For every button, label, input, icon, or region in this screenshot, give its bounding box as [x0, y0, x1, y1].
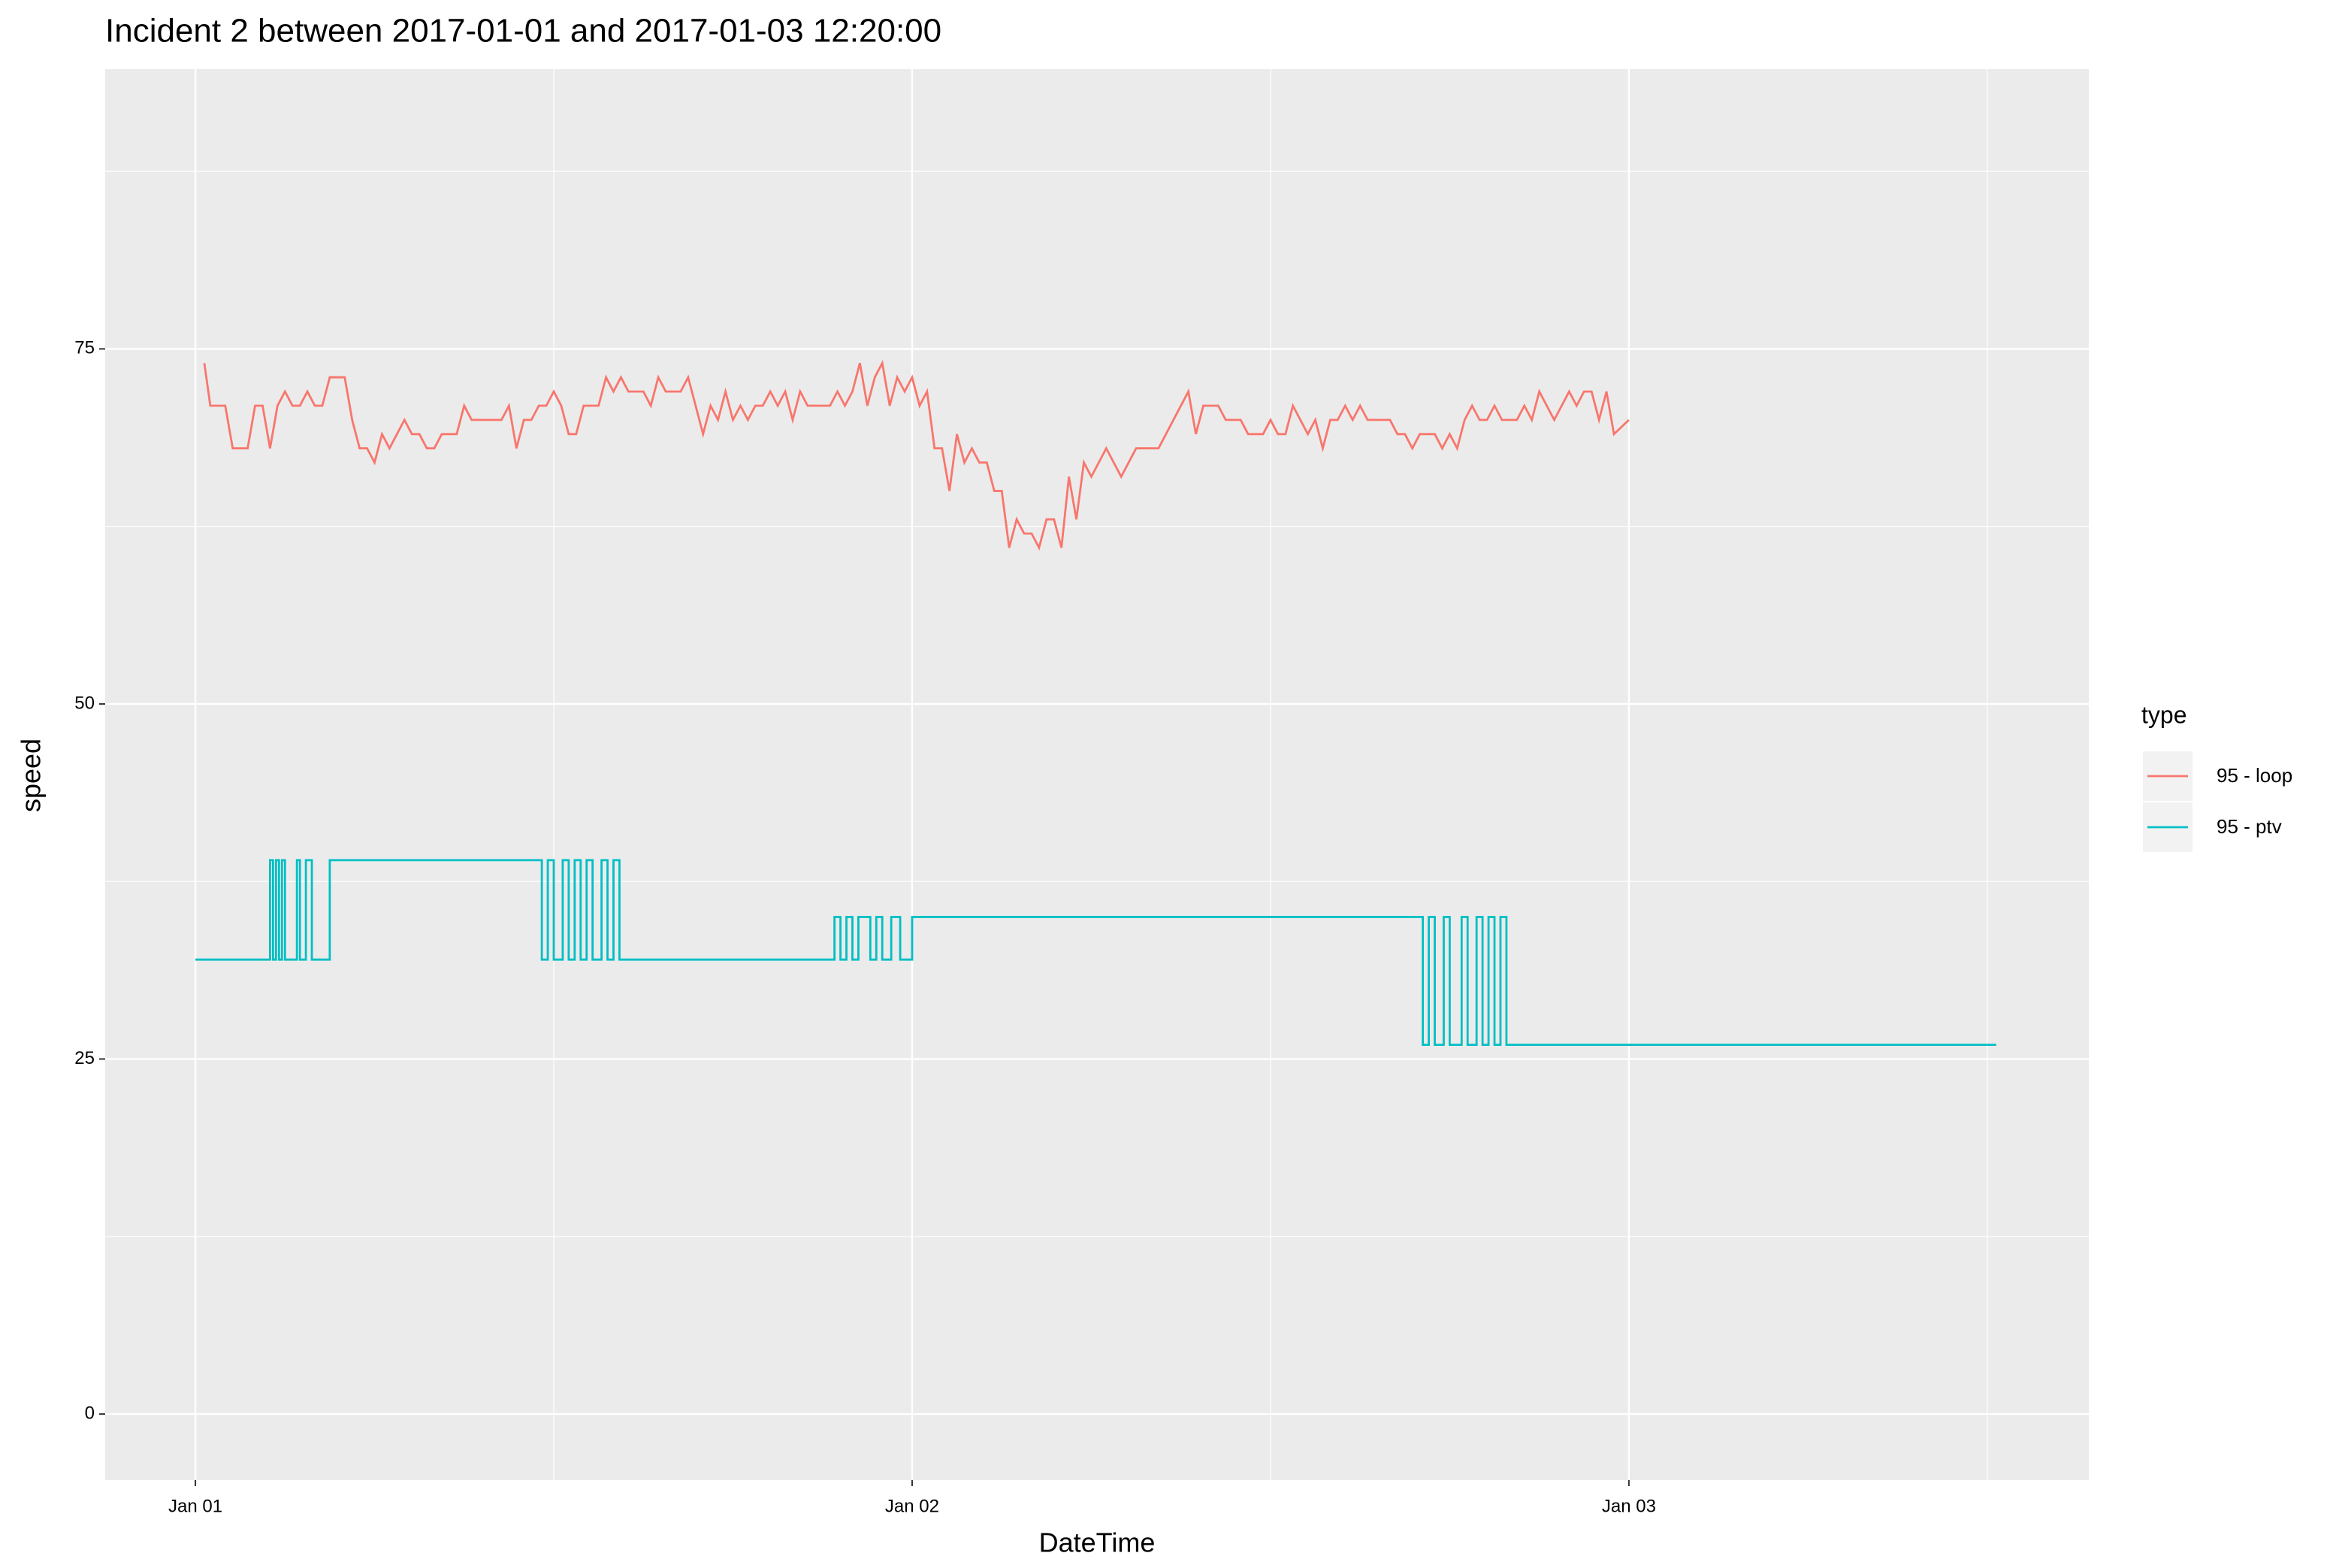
- y-axis-title: speed: [16, 739, 47, 812]
- y-tick-label: 75: [74, 338, 95, 358]
- plot-panel: [105, 69, 2089, 1480]
- x-axis-title: DateTime: [1039, 1527, 1156, 1558]
- y-tick-label: 25: [74, 1048, 95, 1068]
- x-tick-label: Jan 02: [885, 1496, 939, 1516]
- y-tick-label: 50: [74, 693, 95, 713]
- series-line: [203, 360, 1630, 551]
- legend-title: type: [2141, 701, 2186, 728]
- x-tick-label: Jan 01: [168, 1496, 222, 1516]
- legend-label: 95 - loop: [2217, 764, 2292, 787]
- y-tick-label: 0: [85, 1403, 95, 1423]
- x-tick-label: Jan 03: [1602, 1496, 1656, 1516]
- series-line: [195, 859, 1996, 1047]
- chart-title: Incident 2 between 2017-01-01 and 2017-0…: [105, 13, 941, 50]
- legend-label: 95 - ptv: [2217, 815, 2282, 838]
